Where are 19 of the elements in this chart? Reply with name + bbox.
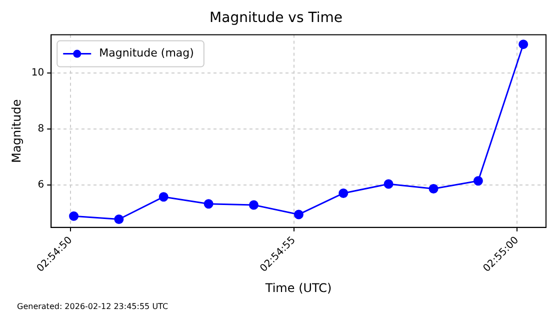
y-tick-label: 10 — [31, 68, 44, 79]
point — [248, 200, 258, 210]
point — [428, 184, 438, 194]
point — [114, 214, 124, 224]
chart-title: Magnitude vs Time — [210, 10, 342, 26]
y-tick-label: 8 — [38, 124, 44, 135]
point — [473, 176, 483, 186]
point — [204, 199, 214, 209]
y-tick-label: 6 — [38, 180, 44, 191]
point — [158, 192, 168, 202]
y-axis-title: Magnitude — [9, 99, 24, 163]
point — [384, 179, 394, 189]
legend-label: Magnitude (mag) — [99, 46, 194, 60]
point — [518, 40, 528, 50]
point — [69, 211, 79, 221]
text: Generated: 2026-02-12 23:45:55 UTC — [17, 302, 168, 311]
point — [294, 210, 304, 220]
x-axis-title: Time (UTC) — [264, 280, 332, 295]
point — [338, 188, 348, 198]
